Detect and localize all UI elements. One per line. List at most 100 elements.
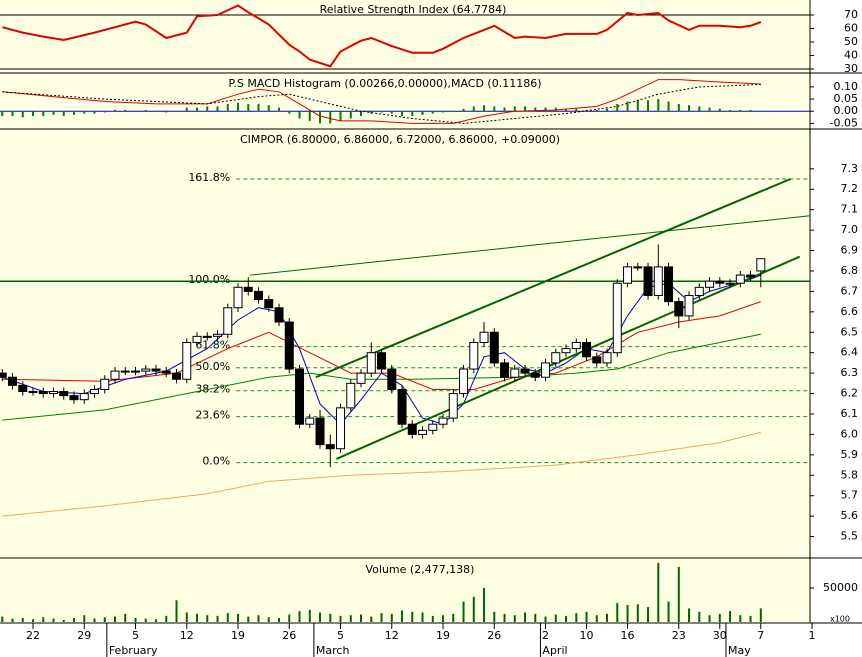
candle-body (305, 417, 315, 425)
candle-body (510, 368, 520, 378)
volume-bar (349, 615, 352, 622)
histogram-bar (257, 103, 260, 112)
trend-line (250, 215, 811, 276)
candle-body (192, 335, 202, 343)
y-tick-label: 6.0 (841, 427, 859, 440)
candle-body (79, 393, 89, 401)
histogram-bar (411, 111, 414, 117)
volume-bar (718, 613, 721, 622)
candle-body (213, 333, 223, 337)
volume-bar (657, 562, 660, 622)
volume-bar (144, 618, 147, 622)
volume-bar (462, 601, 465, 622)
moving-average (2, 333, 761, 421)
histogram-bar (339, 111, 342, 121)
candle-body (346, 382, 356, 409)
y-tick-label: 7.1 (841, 203, 859, 216)
candle-body (69, 395, 79, 401)
volume-bar (124, 613, 127, 622)
histogram-bar (42, 111, 45, 117)
candle-body (110, 370, 120, 380)
histogram-bar (206, 106, 209, 112)
histogram-bar (472, 106, 475, 112)
histogram-bar (175, 111, 178, 112)
candle-body (438, 417, 448, 425)
volume-bar (360, 614, 363, 622)
y-tick-label: 5.8 (841, 468, 859, 481)
histogram-bar (165, 111, 168, 113)
histogram-bar (288, 111, 291, 114)
volume-bar (759, 608, 762, 622)
volume-bar (667, 601, 670, 622)
axis-background (810, 0, 862, 657)
x-tick-label: 26 (487, 629, 501, 642)
candle-body (643, 266, 653, 296)
x-tick-label: 23 (672, 629, 686, 642)
histogram-bar (329, 111, 332, 124)
month-label: April (542, 644, 567, 657)
histogram-bar (11, 111, 14, 117)
candle-body (623, 266, 633, 284)
volume-bar (196, 613, 199, 622)
y-tick-label: 7.3 (841, 162, 859, 175)
fib-label: 100.0% (188, 273, 230, 286)
x-tick-label: 5 (337, 629, 344, 642)
volume-bar (206, 615, 209, 622)
candle-body (407, 423, 417, 435)
histogram-bar (155, 111, 158, 112)
histogram-bar (431, 111, 434, 114)
volume-bar (452, 613, 455, 622)
x-tick-label: 2 (542, 629, 549, 642)
candle-body (561, 348, 571, 354)
volume-bar (226, 613, 229, 622)
candle-body (254, 290, 264, 301)
volume-bar (83, 615, 86, 622)
candle-body (315, 417, 325, 446)
candle-body (551, 352, 561, 364)
y-tick-label: 5.6 (841, 509, 859, 522)
histogram-bar (360, 111, 363, 117)
histogram-bar (565, 108, 568, 112)
volume-bar (185, 612, 188, 622)
fib-label: 23.6% (195, 409, 230, 422)
fib-label: 50.0% (195, 360, 230, 373)
candle-body (541, 362, 551, 378)
y-tick-label: 0.10 (834, 80, 859, 93)
histogram-bar (759, 110, 762, 112)
candle-body (325, 444, 335, 450)
histogram-bar (739, 110, 742, 112)
candle-body (233, 286, 243, 309)
y-tick-label: 30 (844, 62, 858, 75)
histogram-bar (513, 106, 516, 112)
candle-body (336, 407, 346, 450)
candle-body (8, 376, 18, 386)
y-tick-label: 6.7 (841, 284, 859, 297)
volume-bar (534, 613, 537, 622)
candle-body (448, 393, 458, 419)
candle-body (756, 258, 766, 272)
volume-bar (114, 616, 117, 622)
month-label: March (316, 644, 350, 657)
histogram-bar (452, 111, 455, 112)
candle-body (694, 286, 704, 296)
volume-bar (339, 615, 342, 622)
histogram-bar (308, 111, 311, 121)
y-tick-label: 5.7 (841, 489, 859, 502)
volume-bar (216, 615, 219, 622)
volume-bar (267, 617, 270, 622)
candle-body (59, 391, 69, 397)
histogram-bar (83, 111, 86, 114)
histogram-bar (226, 103, 229, 112)
moving-average (2, 431, 761, 517)
histogram-bar (493, 106, 496, 112)
candle-body (397, 388, 407, 425)
volume-bar (73, 617, 76, 622)
candle-body (705, 280, 715, 288)
volume-bar (411, 611, 414, 622)
x-tick-label: 29 (77, 629, 91, 642)
histogram-bar (647, 100, 650, 112)
x-tick-label: 12 (180, 629, 194, 642)
histogram-bar (278, 107, 281, 112)
y-tick-label: 5.5 (841, 530, 859, 543)
